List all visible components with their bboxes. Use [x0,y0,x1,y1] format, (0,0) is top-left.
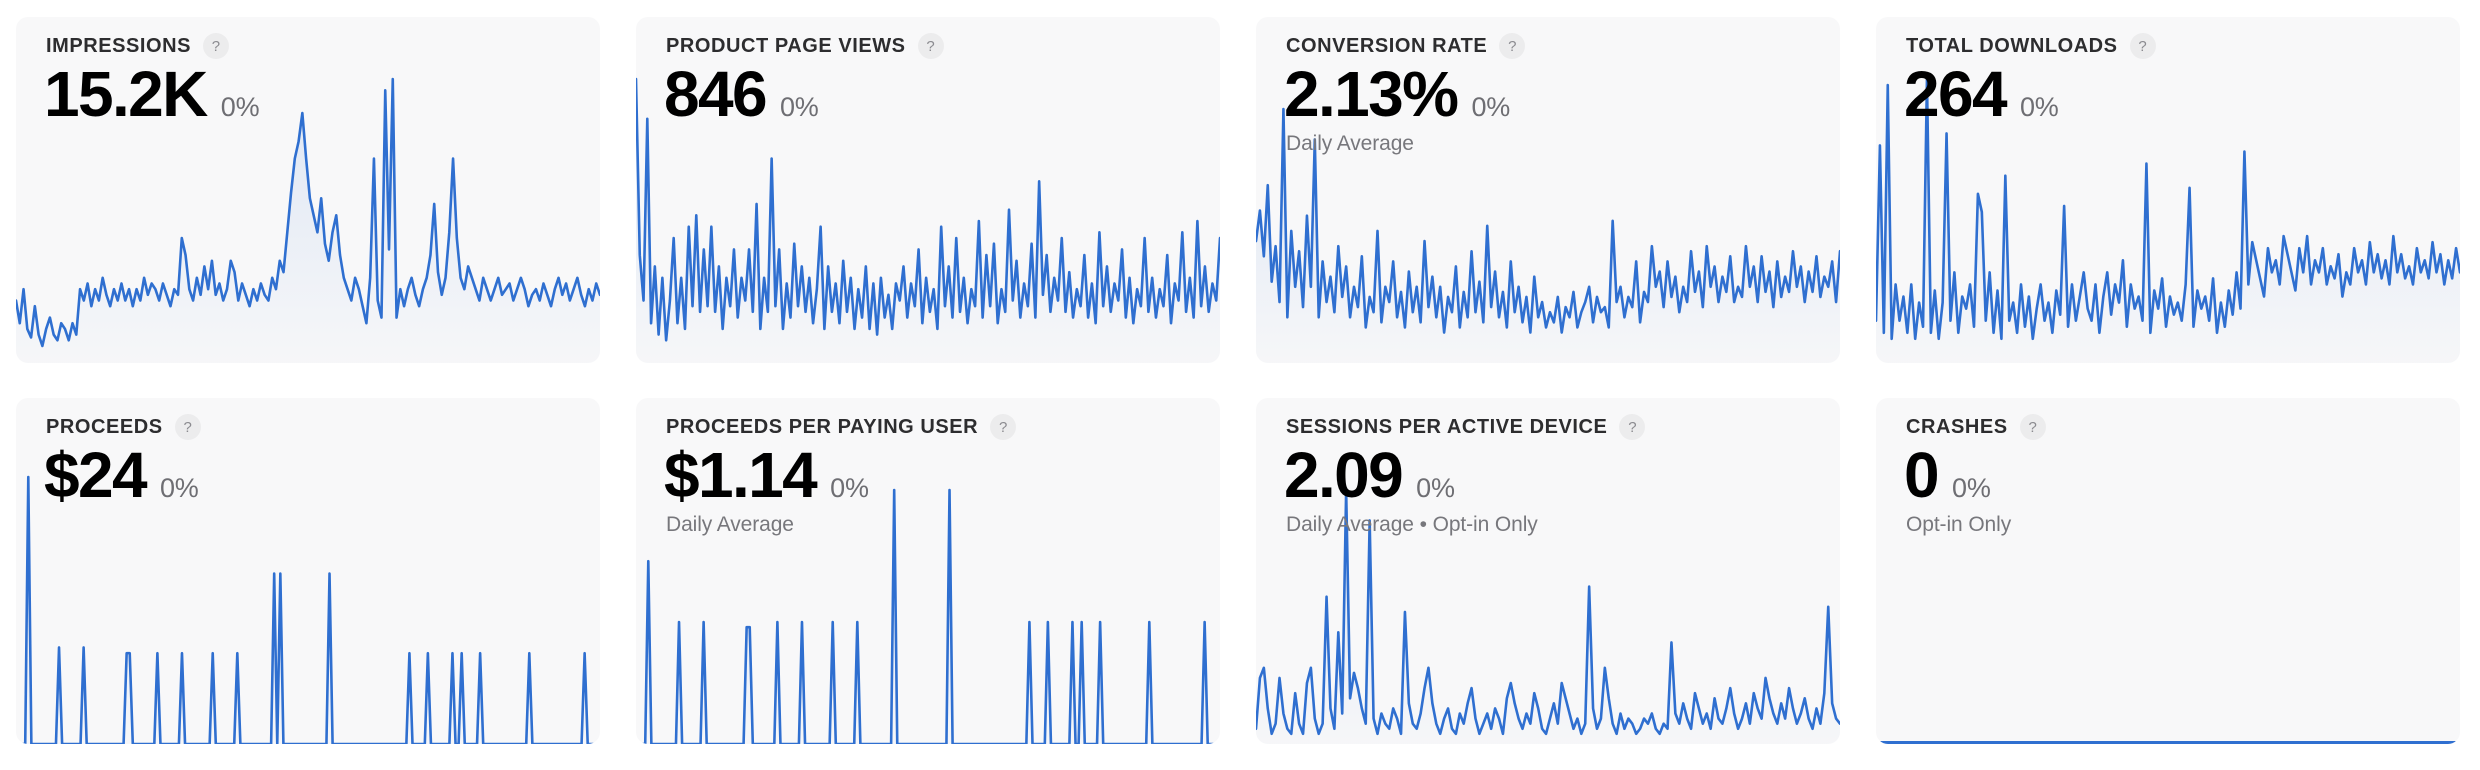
metric-label: IMPRESSIONS [46,34,191,57]
metric-delta: 0% [220,92,260,122]
metric-sparkline [1256,103,1840,363]
help-icon[interactable]: ? [990,414,1017,440]
metric-sparkline [16,73,600,363]
metric-value: 264 [1904,58,2008,130]
metric-value: 0 [1904,439,1940,511]
metric-card-header: PRODUCT PAGE VIEWS? [666,33,1204,59]
metric-value-row: $1.14 0% [664,438,869,514]
help-icon[interactable]: ? [917,33,944,59]
metric-card-header: TOTAL DOWNLOADS? [1906,33,2444,59]
metric-delta: 0% [779,92,819,122]
metric-delta: 0% [1952,473,1991,503]
metric-value-row: 0 0% [1904,438,1991,514]
help-icon[interactable]: ? [202,33,229,59]
metric-card-header: PROCEEDS? [46,414,584,440]
metric-subtitle: Daily Average [666,513,794,536]
metric-card: PROCEEDS PER PAYING USER? $1.14 0% Daily Av… [636,398,1220,744]
metric-value-row: 15.2K 0% [44,57,260,133]
metric-card: IMPRESSIONS? 15.2K 0% [16,17,600,363]
help-icon[interactable]: ? [2019,414,2046,440]
metric-label: PROCEEDS PER PAYING USER [666,415,979,438]
metric-value-row: $24 0% [44,438,199,514]
metric-card: CRASHES? 0 0% Opt-in Only [1876,398,2460,744]
metric-delta: 0% [159,473,199,503]
metric-value: 846 [664,58,768,130]
metric-card: TOTAL DOWNLOADS? 264 0% [1876,17,2460,363]
metric-subtitle: Daily Average [1286,132,1414,155]
metric-delta: 0% [1471,92,1511,122]
metric-value-row: 2.13% 0% [1284,57,1510,133]
metric-card-header: SESSIONS PER ACTIVE DEVICE? [1286,414,1824,440]
metric-value-row: 846 0% [664,57,819,133]
metric-value: $24 [44,439,148,511]
metric-sparkline [1256,484,1840,744]
metric-value: 2.09 [1284,439,1404,511]
metric-label: PROCEEDS [46,415,163,438]
metric-card-header: IMPRESSIONS? [46,33,584,59]
metric-delta: 0% [2019,92,2059,122]
metric-sparkline [636,73,1220,363]
metric-card-header: CONVERSION RATE? [1286,33,1824,59]
metric-delta: 0% [830,473,869,503]
metric-sparkline [1876,741,2460,744]
metric-value-row: 2.09 0% [1284,438,1455,514]
metric-label: CONVERSION RATE [1286,34,1488,57]
help-icon[interactable]: ? [1619,414,1646,440]
metric-value-row: 264 0% [1904,57,2059,133]
metric-sparkline [1876,73,2460,363]
metric-subtitle: Daily Average • Opt-in Only [1286,513,1538,536]
metric-card: SESSIONS PER ACTIVE DEVICE? 2.09 0% Daily A… [1256,398,1840,744]
metric-card: CONVERSION RATE? 2.13% 0% Daily Average [1256,17,1840,363]
metric-label: PRODUCT PAGE VIEWS [666,34,906,57]
metric-label: CRASHES [1906,415,2008,438]
help-icon[interactable]: ? [2129,33,2156,59]
metric-card-grid: IMPRESSIONS? 15.2K 0% PRODUCT PAGE VIEWS? 84… [16,17,2480,744]
metric-card: PROCEEDS? $24 0% [16,398,600,744]
metric-value: 2.13% [1284,58,1459,130]
metric-card-header: PROCEEDS PER PAYING USER? [666,414,1204,440]
metric-subtitle: Opt-in Only [1906,513,2012,536]
help-icon[interactable]: ? [1499,33,1526,59]
metric-delta: 0% [1416,473,1455,503]
metric-card: PRODUCT PAGE VIEWS? 846 0% [636,17,1220,363]
metric-value: $1.14 [664,439,818,511]
metric-value: 15.2K [44,58,208,130]
help-icon[interactable]: ? [174,414,201,440]
metric-label: TOTAL DOWNLOADS [1906,34,2118,57]
metric-card-header: CRASHES? [1906,414,2444,440]
metric-label: SESSIONS PER ACTIVE DEVICE [1286,415,1608,438]
